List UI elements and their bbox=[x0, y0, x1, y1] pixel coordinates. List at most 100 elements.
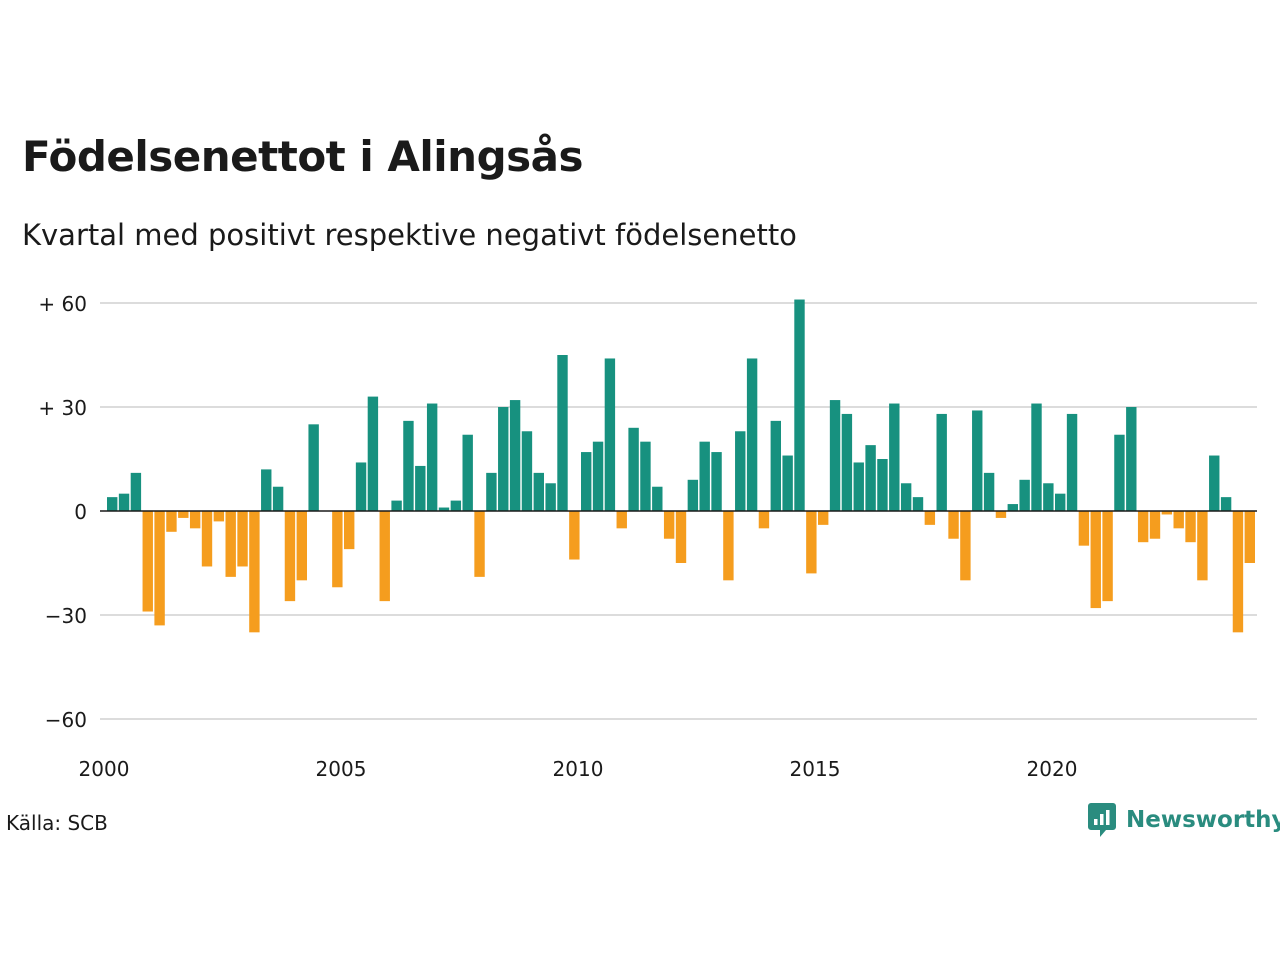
bar-positive bbox=[367, 396, 379, 511]
bar-negative bbox=[569, 511, 580, 560]
x-tick-label: 2005 bbox=[316, 757, 367, 781]
bar-positive bbox=[438, 507, 450, 511]
x-tick-label: 2015 bbox=[790, 757, 841, 781]
bar-negative bbox=[1232, 511, 1244, 633]
bar-positive bbox=[794, 299, 805, 511]
bar-positive bbox=[865, 445, 876, 511]
chart-subtitle: Kvartal med positivt respektive negativt… bbox=[22, 218, 797, 252]
bar-positive bbox=[426, 403, 438, 511]
bar-positive bbox=[711, 452, 722, 511]
bar-negative bbox=[924, 511, 936, 525]
bar-positive bbox=[889, 403, 900, 511]
bar-negative bbox=[675, 511, 687, 563]
x-axis-ticks: 2000 2005 2010 2015 2020 bbox=[79, 757, 1078, 781]
bar-negative bbox=[1185, 511, 1196, 543]
bar-negative bbox=[474, 511, 485, 577]
bar-positive bbox=[699, 441, 710, 511]
bar-positive bbox=[1209, 455, 1220, 511]
bar-negative bbox=[213, 511, 225, 522]
bar-negative bbox=[1078, 511, 1090, 546]
bar-positive bbox=[533, 472, 544, 511]
bar-positive bbox=[486, 472, 497, 511]
bar-positive bbox=[900, 483, 912, 511]
bar-negative bbox=[237, 511, 248, 567]
bar-positive bbox=[521, 431, 533, 511]
bar-positive bbox=[130, 472, 142, 511]
bar-negative bbox=[758, 511, 770, 529]
bar-positive bbox=[261, 469, 272, 511]
bar-positive bbox=[462, 434, 473, 511]
bar-positive bbox=[1126, 407, 1137, 511]
bar-positive bbox=[450, 500, 462, 511]
bar-positive bbox=[628, 427, 639, 511]
bar-negative bbox=[995, 511, 1007, 518]
y-tick-label: −60 bbox=[45, 708, 87, 732]
bar-negative bbox=[284, 511, 296, 602]
bar-positive bbox=[403, 420, 414, 511]
bar-negative bbox=[344, 511, 355, 550]
bar-positive bbox=[782, 455, 793, 511]
y-tick-label: 0 bbox=[74, 500, 87, 524]
bar-negative bbox=[332, 511, 343, 588]
bar-positive bbox=[853, 462, 864, 511]
brand-name: Newsworthy bbox=[1126, 807, 1280, 833]
bar-negative bbox=[1090, 511, 1101, 609]
bar-negative bbox=[166, 511, 177, 532]
brand-logo[interactable]: Newsworthy bbox=[1088, 803, 1280, 837]
bar-positive bbox=[498, 407, 509, 511]
bar-positive bbox=[509, 400, 521, 511]
bar-positive bbox=[770, 420, 781, 511]
bar-positive bbox=[841, 413, 853, 511]
bar-negative bbox=[616, 511, 627, 529]
bar-negative bbox=[948, 511, 959, 539]
bar-positive bbox=[1043, 483, 1054, 511]
bar-positive bbox=[272, 486, 284, 511]
bar-negative bbox=[178, 511, 189, 518]
bar-negative bbox=[1102, 511, 1113, 602]
bar-negative bbox=[806, 511, 817, 574]
bar-positive bbox=[912, 497, 924, 511]
bar-positive bbox=[415, 465, 426, 511]
bar-positive bbox=[735, 431, 746, 511]
bar-negative bbox=[818, 511, 829, 525]
bar-positive bbox=[1066, 413, 1078, 511]
bar-positive bbox=[592, 441, 604, 511]
bar-positive bbox=[640, 441, 651, 511]
bar-negative bbox=[960, 511, 971, 581]
bar-positive bbox=[581, 452, 592, 511]
bar-negative bbox=[296, 511, 307, 581]
bar-positive bbox=[118, 493, 130, 511]
bar-negative bbox=[1161, 511, 1173, 515]
bar-positive bbox=[1055, 493, 1066, 511]
bar-positive bbox=[1031, 403, 1042, 511]
bar-negative bbox=[1149, 511, 1161, 539]
chart-title: Födelsenettot i Alingsås bbox=[22, 132, 584, 181]
bar-positive bbox=[107, 497, 118, 511]
bar-positive bbox=[746, 358, 758, 511]
bar-negative bbox=[1197, 511, 1208, 581]
bar-positive bbox=[829, 400, 841, 511]
bar-negative bbox=[154, 511, 165, 626]
x-tick-label: 2020 bbox=[1027, 757, 1078, 781]
bar-negative bbox=[189, 511, 201, 529]
bar-negative bbox=[142, 511, 153, 612]
bar-negative bbox=[663, 511, 675, 539]
source-note: Källa: SCB bbox=[6, 811, 108, 835]
bar-positive bbox=[1019, 479, 1030, 511]
bars bbox=[107, 299, 1255, 633]
bar-negative bbox=[1173, 511, 1184, 529]
newsworthy-logo-icon bbox=[1088, 803, 1116, 837]
bar-negative bbox=[225, 511, 236, 577]
bar-negative bbox=[249, 511, 260, 633]
x-tick-label: 2010 bbox=[553, 757, 604, 781]
bar-negative bbox=[379, 511, 390, 602]
bar-positive bbox=[972, 410, 983, 511]
bar-positive bbox=[687, 479, 699, 511]
bar-positive bbox=[355, 462, 367, 511]
bar-positive bbox=[652, 486, 663, 511]
y-axis-ticks: + 60 + 30 0 −30 −60 bbox=[38, 292, 87, 732]
bar-positive bbox=[557, 355, 568, 511]
bar-negative bbox=[723, 511, 734, 581]
bar-positive bbox=[391, 500, 402, 511]
bar-negative bbox=[201, 511, 213, 567]
